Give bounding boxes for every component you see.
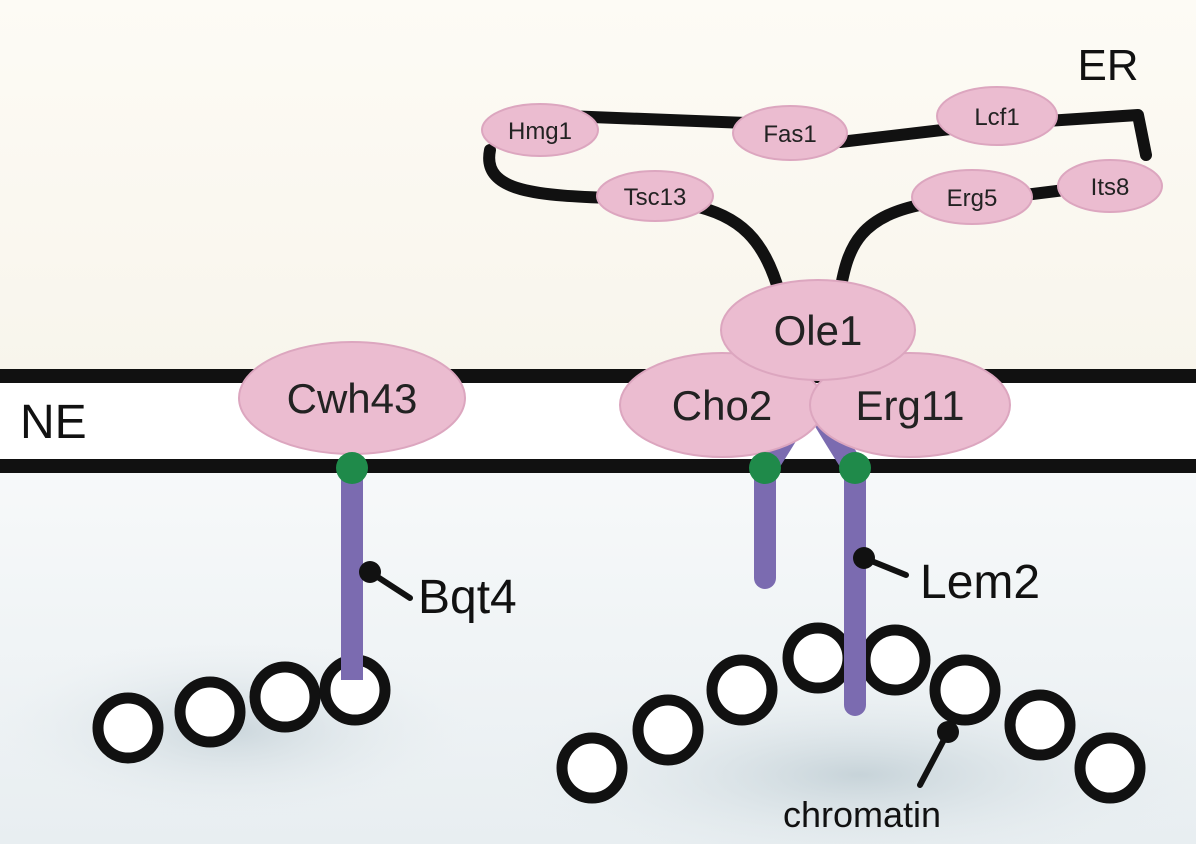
- chromatin-bead: [929, 654, 1001, 726]
- chromatin-bead: [92, 692, 164, 764]
- its8-label: Its8: [1091, 174, 1130, 201]
- protein-tsc13: Tsc13: [596, 170, 714, 222]
- chromatin-bead: [706, 654, 778, 726]
- hmg1-label: Hmg1: [508, 118, 572, 145]
- protein-erg5: Erg5: [911, 169, 1033, 225]
- chromatin-bead: [174, 676, 246, 748]
- chromatin-pointer: [917, 721, 959, 788]
- chromatin-bead: [1004, 689, 1076, 761]
- protein-fas1: Fas1: [732, 105, 848, 161]
- lem2-anchor-left: [749, 452, 781, 484]
- chromatin-bead: [1074, 732, 1146, 804]
- protein-hmg1: Hmg1: [481, 103, 599, 157]
- inner-nuclear-membrane: [0, 459, 1196, 473]
- ole1-label: Ole1: [774, 307, 863, 354]
- protein-cwh43: Cwh43: [238, 341, 466, 455]
- erg11-label: Erg11: [856, 382, 965, 429]
- chromatin-bead: [556, 732, 628, 804]
- cwh43-label: Cwh43: [287, 375, 418, 422]
- protein-cho2: Cho2: [619, 352, 825, 458]
- chromatin-left: [92, 661, 321, 764]
- protein-lcf1: Lcf1: [936, 86, 1058, 146]
- chromatin-label: chromatin: [783, 794, 941, 835]
- er-region-label: ER: [1077, 41, 1138, 90]
- lem2-anchor-right: [839, 452, 871, 484]
- protein-ole1: Ole1: [720, 279, 916, 381]
- chromatin-bead: [782, 622, 854, 694]
- bqt4-label: Bqt4: [418, 571, 517, 624]
- lem2-pointer: [853, 547, 909, 578]
- lem2-label: Lem2: [920, 556, 1040, 609]
- bqt4-pointer: [359, 561, 413, 601]
- chromatin-bead: [632, 694, 704, 766]
- lcf1-label: Lcf1: [974, 104, 1019, 131]
- bqt4-anchor: [336, 452, 368, 484]
- ne-region-label: NE: [20, 396, 87, 449]
- protein-erg11: Erg11: [809, 352, 1011, 458]
- fas1-label: Fas1: [763, 121, 816, 148]
- cho2-label: Cho2: [672, 382, 772, 429]
- tsc13-label: Tsc13: [624, 184, 687, 211]
- nuclear-envelope-background: [0, 376, 1196, 466]
- er-proteins: Hmg1 Fas1 Lcf1 Tsc13 Erg5 Its8: [481, 86, 1163, 225]
- protein-its8: Its8: [1057, 159, 1163, 213]
- erg5-label: Erg5: [947, 185, 998, 212]
- membrane-proteins: Cwh43 Cho2 Erg11 Ole1: [238, 279, 1011, 458]
- outer-nuclear-membrane: [0, 369, 1196, 383]
- chromatin-bead: [859, 624, 931, 696]
- chromatin-bead: [249, 661, 321, 733]
- er-line-to-ole1-right: [834, 197, 936, 298]
